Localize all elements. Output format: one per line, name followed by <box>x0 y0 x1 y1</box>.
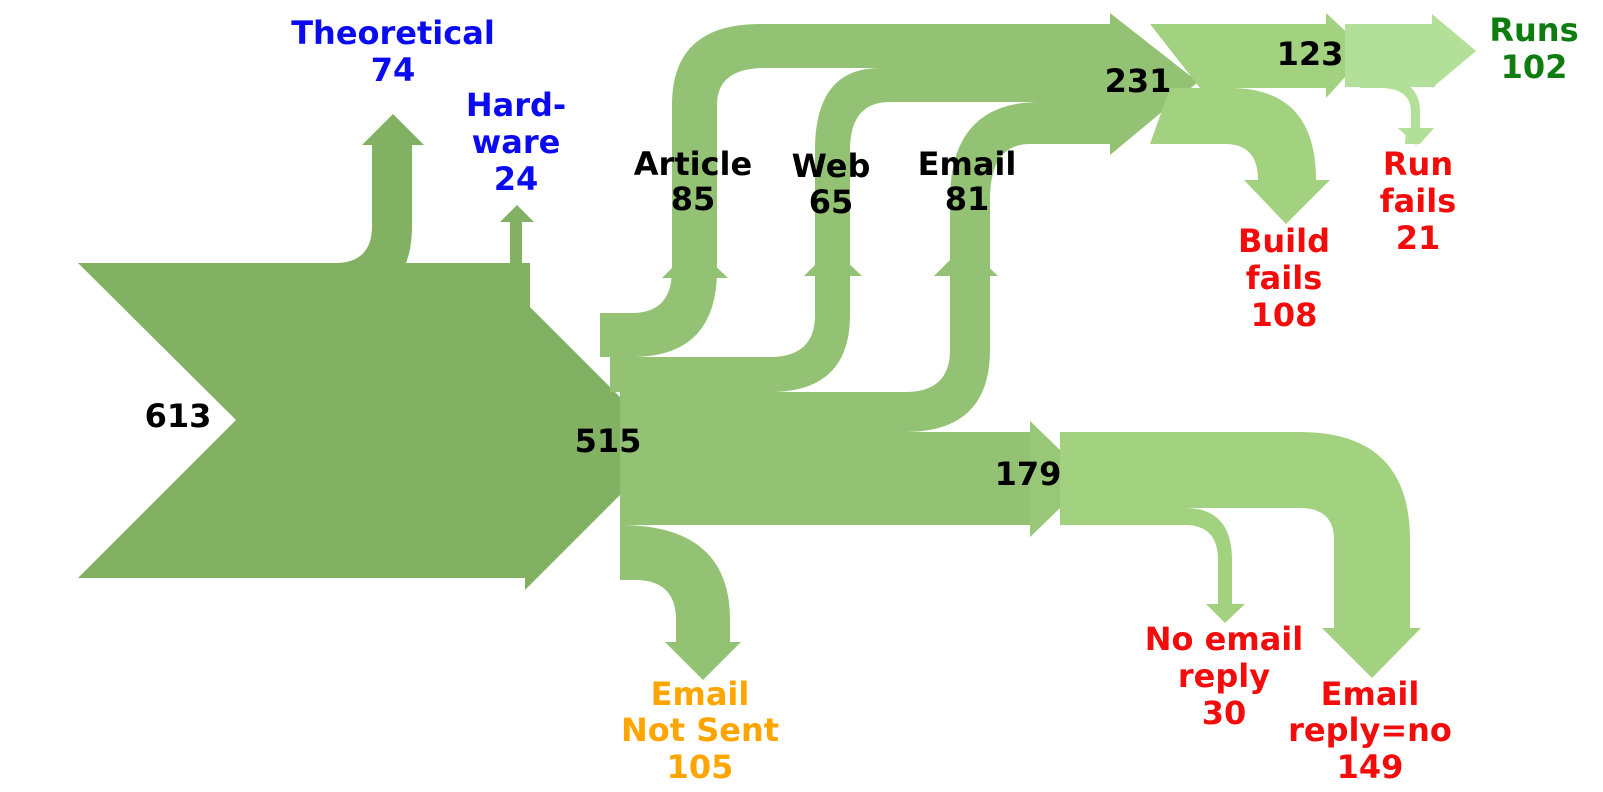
label-hardware-value: 24 <box>494 160 539 198</box>
flow-email-not-sent-105 <box>620 525 741 680</box>
label-build-fails-line1: Build <box>1238 222 1330 260</box>
label-builds-value: 123 <box>1277 35 1344 73</box>
label-web-value: 65 <box>809 183 854 221</box>
label-runs-name: Runs <box>1489 11 1578 49</box>
flow-obtained-arrow <box>1110 13 1198 155</box>
flow-hardware-24 <box>470 205 534 313</box>
flow-builds-123 <box>1150 24 1330 88</box>
label-no-email-reply-value: 30 <box>1202 694 1247 732</box>
node-no-email-reply: No email reply 30 <box>1145 620 1303 732</box>
label-run-fails-value: 21 <box>1396 219 1441 257</box>
node-theoretical: Theoretical 74 <box>291 14 495 89</box>
node-email-reply-no: Email reply=no 149 <box>1288 675 1452 786</box>
flow-stage-3 <box>1030 13 1421 678</box>
label-build-fails-value: 108 <box>1251 296 1318 334</box>
flow-total-613 <box>78 263 530 578</box>
label-email-not-sent-value: 105 <box>667 748 734 786</box>
label-email-not-sent-line2: Not Sent <box>621 711 779 749</box>
label-no-email-reply-line1: No email <box>1145 620 1303 658</box>
node-run-fails: Run fails 21 <box>1380 145 1457 257</box>
flow-runs-body <box>1345 24 1435 87</box>
flow-build-fails-108 <box>1150 88 1330 224</box>
flow-run-fails-arrow <box>1398 128 1434 145</box>
flow-email-sent-head <box>1030 421 1090 537</box>
flow-email-81 <box>620 102 1118 432</box>
label-theoretical-value: 74 <box>371 51 416 89</box>
flow-no-email-reply-30 <box>1060 508 1245 623</box>
flow-stage-2 <box>600 13 1198 680</box>
node-article: Article 85 <box>634 145 752 218</box>
label-email-value: 81 <box>945 180 990 218</box>
flow-email-arrow <box>934 245 998 276</box>
node-email-not-sent: Email Not Sent 105 <box>621 675 779 786</box>
label-email-name: Email <box>918 145 1017 183</box>
node-runs: Runs 102 <box>1489 11 1578 86</box>
flow-remaining-arrow <box>525 302 669 590</box>
label-email-reply-no-value: 149 <box>1337 748 1404 786</box>
flow-email-reply-no-149 <box>1060 432 1421 678</box>
flow-web-65 <box>610 68 1118 392</box>
label-email-not-sent-line1: Email <box>651 675 750 713</box>
label-hardware-line1: Hard- <box>466 86 566 124</box>
label-web-name: Web <box>792 147 871 185</box>
flow-stage-1 <box>78 114 669 590</box>
label-runs-value: 102 <box>1501 48 1568 86</box>
node-hardware: Hard- ware 24 <box>466 86 566 198</box>
label-article-value: 85 <box>671 180 716 218</box>
flow-obtained-body <box>1090 24 1120 144</box>
flow-to-email-sent <box>620 432 1034 525</box>
labels: 613 Theoretical 74 Hard- ware 24 515 Art… <box>145 11 1579 786</box>
label-hardware-line2: ware <box>472 123 561 161</box>
label-obtained-value: 231 <box>1105 62 1172 100</box>
node-email: Email 81 <box>918 145 1017 218</box>
node-web: Web 65 <box>792 147 871 221</box>
label-email-sent-value: 179 <box>995 455 1062 493</box>
label-remaining-value: 515 <box>575 422 642 460</box>
label-build-fails-line2: fails <box>1246 259 1323 297</box>
label-article-name: Article <box>634 145 752 183</box>
node-build-fails: Build fails 108 <box>1238 222 1330 334</box>
flow-web-arrow <box>804 248 862 276</box>
label-run-fails-line1: Run <box>1383 145 1453 183</box>
flow-article-arrow <box>662 246 728 278</box>
flow-article-85 <box>600 24 1118 357</box>
flow-runs-arrow <box>1432 14 1476 88</box>
label-total-value: 613 <box>145 397 212 435</box>
flow-theoretical-74 <box>335 114 424 301</box>
label-no-email-reply-line2: reply <box>1178 657 1270 695</box>
flow-run-fails-21 <box>1360 78 1434 144</box>
label-run-fails-line2: fails <box>1380 182 1457 220</box>
label-email-reply-no-line1: Email <box>1321 675 1420 713</box>
label-theoretical-name: Theoretical <box>291 14 495 52</box>
flow-stage-4 <box>1345 14 1476 145</box>
label-email-reply-no-line2: reply=no <box>1288 711 1452 749</box>
